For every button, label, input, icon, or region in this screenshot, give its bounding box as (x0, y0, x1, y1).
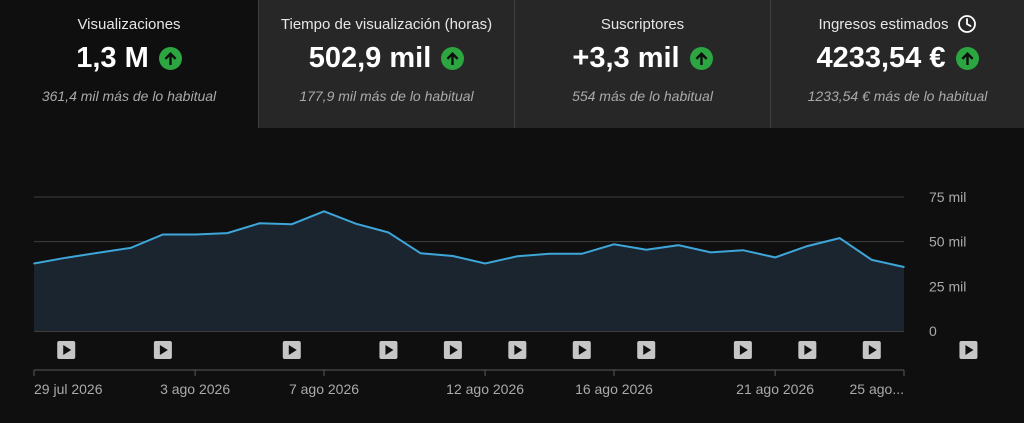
card-value: 1,3 M (76, 38, 182, 78)
trend-up-icon (689, 46, 713, 70)
x-tick-label: 21 ago 2026 (736, 381, 814, 397)
card-title-text: Visualizaciones (77, 15, 181, 33)
data-point (903, 266, 905, 268)
data-point (677, 244, 680, 247)
y-tick-label: 0 (929, 323, 937, 339)
x-tick-label: 7 ago 2026 (289, 381, 359, 397)
video-marker-icon[interactable] (572, 341, 591, 359)
y-tick-label: 50 mil (929, 234, 966, 250)
x-tick-label: 29 jul 2026 (34, 381, 103, 397)
video-marker-icon[interactable] (443, 341, 462, 359)
x-tick-label: 25 ago... (850, 381, 905, 397)
data-point (65, 256, 68, 259)
data-points (33, 210, 905, 268)
data-point (290, 223, 293, 225)
card-value-text: 502,9 mil (308, 41, 432, 74)
trend-up-icon (441, 46, 465, 70)
metric-card-watch-time[interactable]: Tiempo de visualización (horas) 502,9 mi… (258, 0, 514, 128)
y-tick-label: 75 mil (929, 189, 966, 205)
card-comparison: 177,9 mil más de lo habitual (299, 88, 474, 104)
card-title-text: Ingresos estimados (818, 15, 949, 33)
data-point (419, 252, 422, 255)
video-marker-icon[interactable] (959, 341, 978, 359)
data-point (580, 253, 583, 255)
card-comparison: 361,4 mil más de lo habitual (41, 88, 217, 104)
data-point (452, 255, 454, 257)
data-point (484, 262, 486, 265)
metric-card-revenue[interactable]: Ingresos estimados 4233,54 € 1233,54 € m… (770, 0, 1024, 128)
data-point (258, 222, 261, 225)
card-value-text: 4233,54 € (816, 41, 946, 74)
metric-card-views[interactable]: Visualizaciones 1,3 M 361,4 mil más de l… (0, 0, 258, 128)
metric-card-subscribers[interactable]: Suscriptores +3,3 mil 554 más de lo habi… (514, 0, 770, 128)
views-chart[interactable]: 0 25 mil 50 mil 75 mil 29 jul 2026 3 ago 202… (0, 128, 1024, 423)
trend-up-icon (158, 46, 182, 70)
card-comparison: 554 más de lo habitual (572, 88, 713, 104)
data-point (806, 245, 809, 247)
clock-icon[interactable] (957, 14, 977, 34)
video-marker-icon[interactable] (637, 341, 656, 359)
area-fill (34, 211, 904, 331)
video-marker-icon[interactable] (798, 341, 817, 359)
card-title: Visualizaciones (77, 14, 180, 34)
series-line[interactable] (33, 210, 905, 268)
data-point (838, 237, 841, 239)
x-tick-label: 12 ago 2026 (446, 381, 524, 397)
data-point (774, 256, 776, 259)
x-tick-label: 3 ago 2026 (160, 381, 230, 397)
video-marker-icon[interactable] (508, 341, 527, 359)
data-point (870, 259, 873, 261)
data-point (548, 253, 551, 255)
y-tick-label: 25 mil (929, 278, 966, 294)
data-point (516, 255, 519, 258)
data-point (226, 232, 229, 234)
data-point (387, 231, 390, 234)
data-point (355, 223, 358, 225)
data-point (742, 249, 744, 252)
card-value: 502,9 mil (309, 38, 465, 78)
data-point (645, 248, 648, 251)
data-point (323, 210, 325, 213)
video-marker-icon[interactable] (379, 341, 398, 359)
y-axis: 0 25 mil 50 mil 75 mil (929, 189, 966, 339)
video-marker-icon[interactable] (733, 341, 752, 359)
metric-cards: Visualizaciones 1,3 M 361,4 mil más de l… (0, 0, 1024, 128)
video-markers (57, 341, 978, 359)
data-point (129, 247, 132, 249)
card-title-text: Tiempo de visualización (horas) (280, 15, 493, 33)
data-point (162, 233, 164, 236)
card-title: Ingresos estimados (818, 14, 976, 34)
card-value: 4233,54 € (816, 38, 979, 78)
video-marker-icon[interactable] (282, 341, 301, 359)
video-marker-icon[interactable] (57, 341, 76, 359)
data-point (194, 233, 196, 236)
data-point (33, 262, 35, 265)
card-comparison: 1233,54 € más de lo habitual (807, 88, 988, 104)
card-value-text: 1,3 M (76, 41, 149, 74)
video-marker-icon[interactable] (862, 341, 881, 359)
card-title: Suscriptores (601, 14, 684, 34)
card-title-text: Suscriptores (600, 15, 685, 33)
data-point (97, 251, 100, 254)
card-title: Tiempo de visualización (horas) (281, 14, 492, 34)
video-marker-icon[interactable] (153, 341, 172, 359)
card-value-text: +3,3 mil (572, 41, 680, 74)
trend-up-icon (955, 46, 979, 70)
card-value: +3,3 mil (572, 38, 713, 78)
x-axis: 29 jul 2026 3 ago 2026 7 ago 2026 12 ago 20… (33, 370, 905, 397)
x-tick-label: 16 ago 2026 (575, 381, 653, 397)
data-point (613, 243, 615, 246)
data-point (709, 251, 712, 254)
